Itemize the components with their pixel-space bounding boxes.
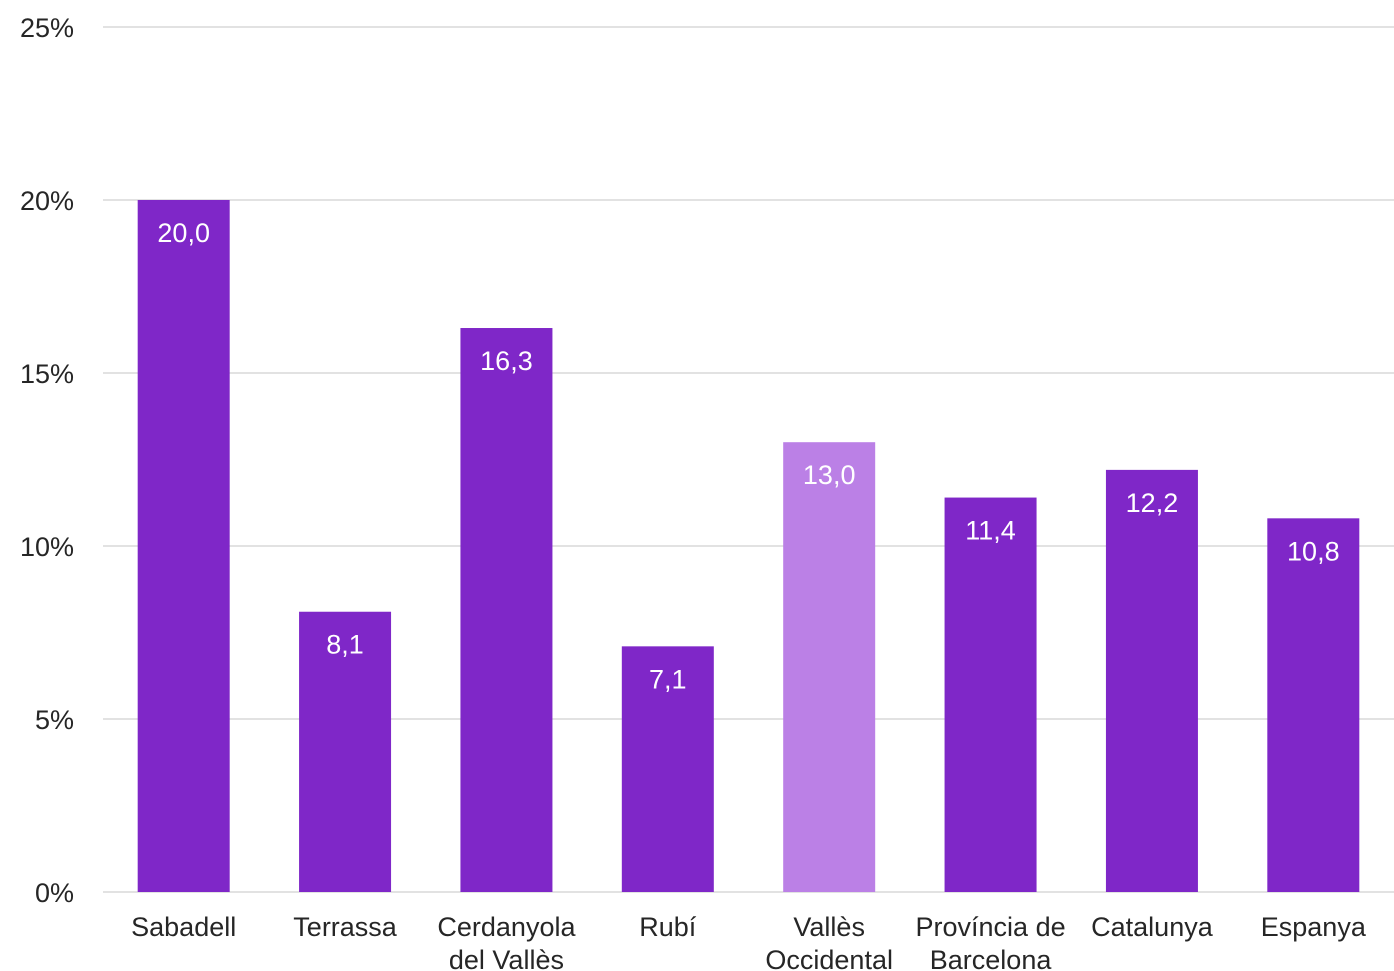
x-tick-label-line: Província de	[916, 912, 1066, 942]
x-tick-label: Terrassa	[293, 912, 398, 942]
bar	[944, 497, 1037, 892]
bar	[137, 200, 230, 892]
x-tick-label-line: Rubí	[639, 912, 697, 942]
data-label: 8,1	[326, 630, 364, 660]
y-axis-ticks: 0% 5% 10% 15% 20% 25%	[20, 13, 74, 908]
y-tick-label: 20%	[20, 186, 74, 216]
data-label: 16,3	[480, 346, 533, 376]
x-tick-label-line: Vallès	[793, 912, 865, 942]
y-tick-label: 5%	[35, 705, 74, 735]
y-tick-label: 15%	[20, 359, 74, 389]
x-tick-label-line: Terrassa	[293, 912, 398, 942]
x-tick-label: Província de Barcelona	[916, 912, 1066, 971]
x-tick-label-line: Barcelona	[930, 945, 1053, 971]
bar	[621, 646, 714, 892]
bar	[1267, 518, 1360, 892]
bar	[1105, 469, 1198, 892]
x-tick-label: Catalunya	[1091, 912, 1214, 942]
x-tick-label: Rubí	[639, 912, 697, 942]
y-tick-label: 10%	[20, 532, 74, 562]
data-label: 20,0	[157, 218, 210, 248]
bars	[137, 200, 1360, 892]
data-label: 7,1	[649, 664, 687, 694]
data-label: 13,0	[803, 460, 856, 490]
data-label: 10,8	[1287, 536, 1340, 566]
bar	[299, 611, 392, 892]
x-tick-label-line: Catalunya	[1091, 912, 1214, 942]
x-axis-categories: Sabadell Terrassa Cerdanyola del Vallès Rubí…	[131, 912, 1367, 971]
data-label: 11,4	[965, 516, 1016, 546]
x-tick-label: Vallès Occidental	[765, 912, 893, 971]
x-tick-label: Espanya	[1261, 912, 1367, 942]
bar	[460, 328, 553, 892]
y-tick-label: 0%	[35, 878, 74, 908]
bar	[783, 442, 876, 892]
x-tick-label: Sabadell	[131, 912, 236, 942]
x-tick-label-line: del Vallès	[449, 945, 564, 971]
data-labels: 20,0 8,1 16,3 7,1 13,0 11,4 12,2 10,8	[157, 218, 1339, 694]
x-tick-label-line: Espanya	[1261, 912, 1367, 942]
y-tick-label: 25%	[20, 13, 74, 43]
data-label: 12,2	[1126, 488, 1179, 518]
gridlines	[103, 26, 1394, 893]
x-tick-label: Cerdanyola del Vallès	[437, 912, 576, 971]
x-tick-label-line: Occidental	[765, 945, 893, 971]
x-tick-label-line: Cerdanyola	[437, 912, 576, 942]
x-tick-label-line: Sabadell	[131, 912, 236, 942]
